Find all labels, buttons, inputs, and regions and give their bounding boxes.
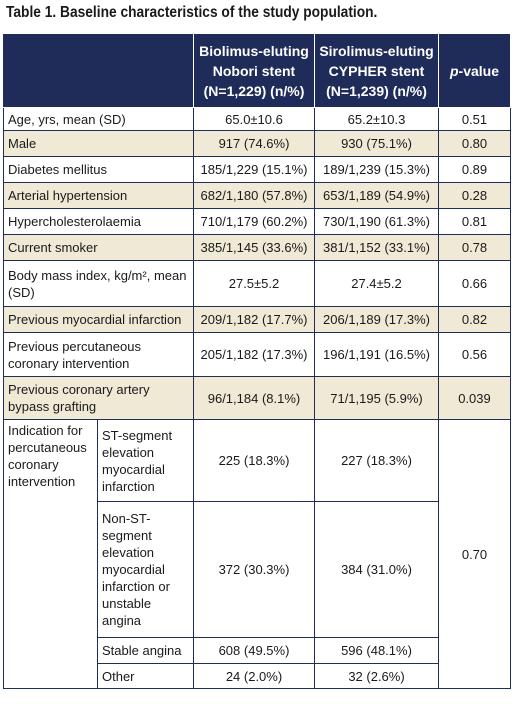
cypher-value: 730/1,190 (61.3%) [314, 208, 439, 235]
row-label: Previous percutaneous coronary intervent… [3, 332, 194, 377]
cypher-value: 384 (31.0%) [314, 501, 439, 638]
row-label: Arterial hypertension [3, 182, 194, 209]
header-row: Biolimus-eluting Nobori stent (N=1,229) … [3, 33, 511, 108]
nobori-value: 608 (49.5%) [193, 637, 315, 664]
indication-label: Indication for percutaneous coronary int… [3, 419, 98, 689]
cypher-value: 65.2±10.3 [314, 107, 439, 131]
indication-subrow-label: Non-ST-segment elevation myocardial infa… [97, 501, 194, 638]
header-blank-cell [3, 33, 194, 108]
cypher-value: 653/1,189 (54.9%) [314, 182, 439, 209]
nobori-value: 209/1,182 (17.7%) [193, 306, 315, 333]
table-row: Other 24 (2.0%) 32 (2.6%) [4, 663, 511, 689]
indication-subrow-label: Stable angina [97, 637, 194, 664]
p-value: 0.81 [438, 208, 511, 235]
table-row: Age, yrs, mean (SD) 65.0±10.6 65.2±10.3 … [3, 107, 511, 131]
row-label: Male [3, 130, 194, 157]
p-value: 0.51 [438, 107, 511, 131]
p-value: 0.70 [438, 419, 511, 689]
p-value: 0.66 [438, 260, 511, 307]
header-pvalue: p-value [438, 33, 511, 108]
p-value: 0.78 [438, 234, 511, 261]
nobori-value: 185/1,229 (15.1%) [193, 156, 315, 183]
nobori-value: 27.5±5.2 [193, 260, 315, 307]
table-row: Current smoker 385/1,145 (33.6%) 381/1,1… [3, 234, 511, 261]
table-row: Previous coronary artery bypass grafting… [3, 376, 511, 420]
p-value: 0.56 [438, 332, 511, 377]
table-row: Diabetes mellitus 185/1,229 (15.1%) 189/… [3, 156, 511, 183]
cypher-value: 27.4±5.2 [314, 260, 439, 307]
indication-subrow-label: Other [97, 663, 194, 689]
row-label: Previous coronary artery bypass grafting [3, 376, 194, 420]
nobori-value: 65.0±10.6 [193, 107, 315, 131]
table-row: Previous myocardial infarction 209/1,182… [3, 306, 511, 333]
table-row: Arterial hypertension 682/1,180 (57.8%) … [3, 182, 511, 209]
cypher-value: 596 (48.1%) [314, 637, 439, 664]
nobori-value: 205/1,182 (17.3%) [193, 332, 315, 377]
cypher-value: 206/1,189 (17.3%) [314, 306, 439, 333]
cypher-value: 381/1,152 (33.1%) [314, 234, 439, 261]
table-row: Hypercholesterolaemia 710/1,179 (60.2%) … [3, 208, 511, 235]
row-label: Previous myocardial infarction [3, 306, 194, 333]
p-value: 0.80 [438, 130, 511, 157]
table-caption: Table 1. Baseline characteristics of the… [6, 4, 378, 21]
cypher-value: 930 (75.1%) [314, 130, 439, 157]
nobori-value: 96/1,184 (8.1%) [193, 376, 315, 420]
table-body: Age, yrs, mean (SD) 65.0±10.6 65.2±10.3 … [3, 107, 511, 689]
row-label: Diabetes mellitus [3, 156, 194, 183]
table-row: Stable angina 608 (49.5%) 596 (48.1%) [4, 637, 511, 664]
table-row: Indication for percutaneous coronary int… [3, 419, 511, 689]
table-row: Male 917 (74.6%) 930 (75.1%) 0.80 [3, 130, 511, 157]
p-value: 0.89 [438, 156, 511, 183]
nobori-value: 710/1,179 (60.2%) [193, 208, 315, 235]
nobori-value: 372 (30.3%) [193, 501, 315, 638]
indication-subrow-label: ST-segment elevation myocardial infarcti… [97, 419, 194, 502]
p-value: 0.28 [438, 182, 511, 209]
baseline-table: Biolimus-eluting Nobori stent (N=1,229) … [3, 33, 511, 689]
row-label: Current smoker [3, 234, 194, 261]
nobori-value: 385/1,145 (33.6%) [193, 234, 315, 261]
row-label: Age, yrs, mean (SD) [3, 107, 194, 131]
cypher-value: 227 (18.3%) [314, 419, 439, 502]
table-row: Previous percutaneous coronary intervent… [3, 332, 511, 377]
nobori-value: 682/1,180 (57.8%) [193, 182, 315, 209]
nobori-value: 225 (18.3%) [193, 419, 315, 502]
cypher-value: 189/1,239 (15.3%) [314, 156, 439, 183]
cypher-value: 71/1,195 (5.9%) [314, 376, 439, 420]
nobori-value: 24 (2.0%) [193, 663, 315, 689]
row-label: Hypercholesterolaemia [3, 208, 194, 235]
p-value: 0.82 [438, 306, 511, 333]
header-nobori: Biolimus-eluting Nobori stent (N=1,229) … [193, 33, 315, 108]
table-row: Body mass index, kg/m², mean (SD) 27.5±5… [3, 260, 511, 307]
cypher-value: 196/1,191 (16.5%) [314, 332, 439, 377]
cypher-value: 32 (2.6%) [314, 663, 439, 689]
nobori-value: 917 (74.6%) [193, 130, 315, 157]
p-value: 0.039 [438, 376, 511, 420]
header-cypher: Sirolimus-eluting CYPHER stent (N=1,239)… [314, 33, 439, 108]
row-label: Body mass index, kg/m², mean (SD) [3, 260, 194, 307]
